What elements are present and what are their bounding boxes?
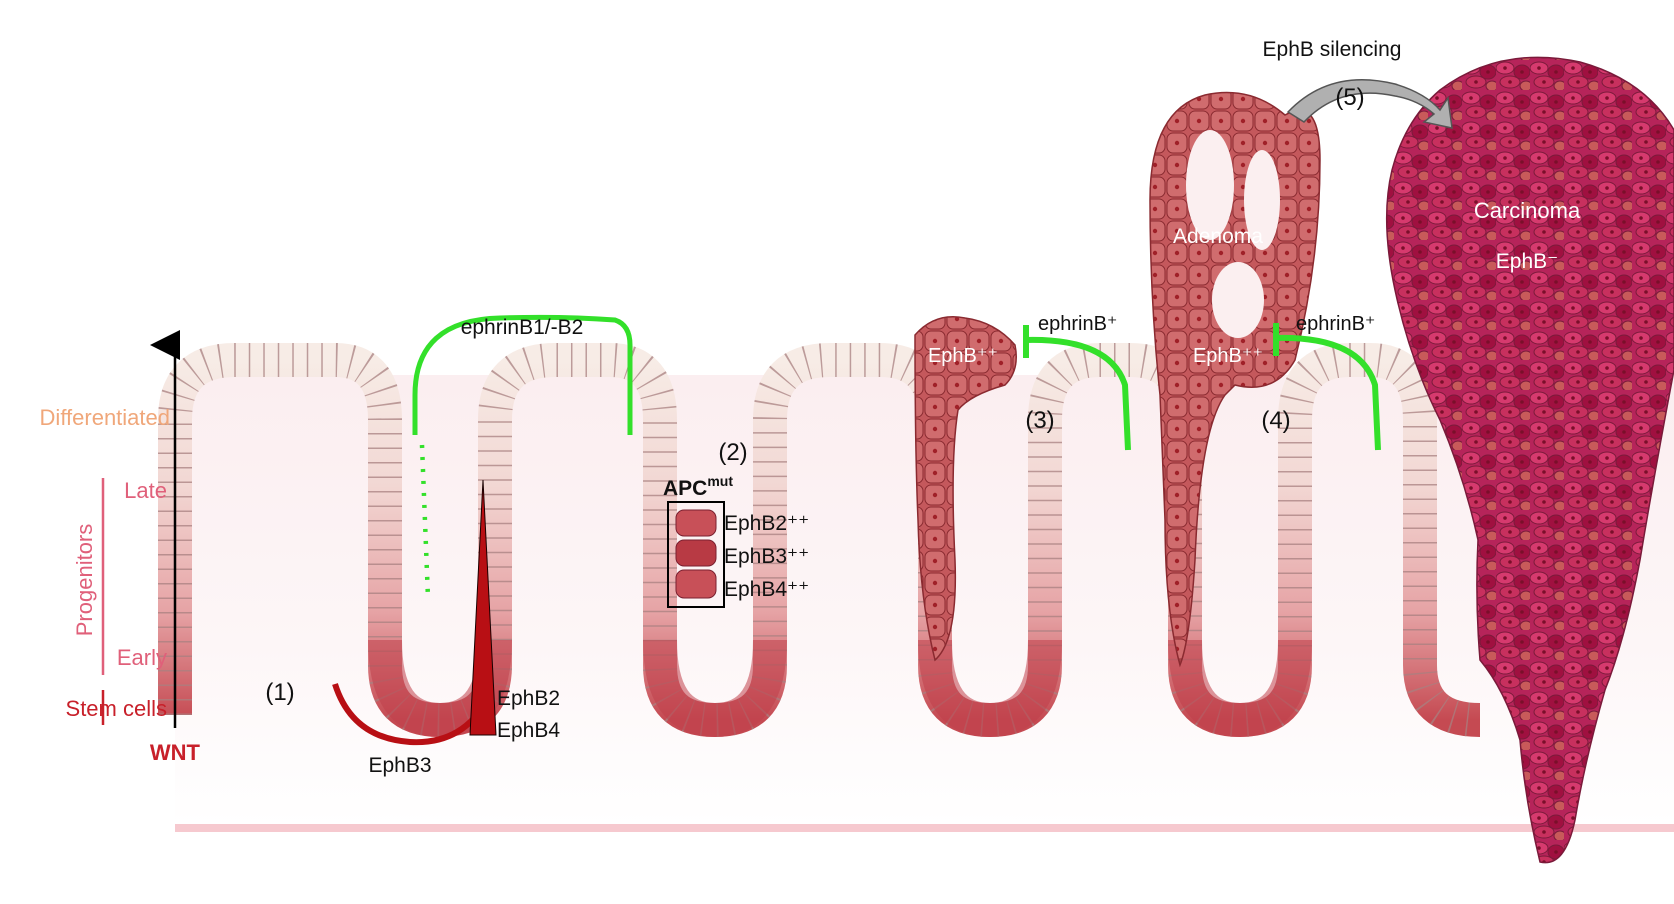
stage-5-number: (5) — [1335, 84, 1364, 111]
stage-4-number: (4) — [1261, 407, 1290, 434]
label-wnt: WNT — [150, 740, 201, 765]
apc-cell-1 — [675, 509, 717, 537]
label-carcinoma: Carcinoma — [1474, 198, 1581, 223]
label-apc-ephb3: EphB3⁺⁺ — [724, 545, 809, 568]
ephrin-green-dotted — [419, 444, 431, 599]
adenoma-lumen-1 — [1186, 130, 1234, 240]
ephrin-green-arc — [412, 314, 633, 435]
silencing-arrow — [1286, 79, 1453, 129]
label-apc-mut: APCmut — [663, 473, 733, 500]
stage-1-number: (1) — [265, 679, 294, 706]
stage3-ephrin-arc — [1025, 336, 1131, 451]
label-late: Late — [124, 478, 167, 503]
label-adenoma: Adenoma — [1173, 225, 1263, 248]
crypt-bottom-dark — [368, 639, 1312, 738]
label-ephb-silencing: EphB silencing — [1263, 38, 1402, 61]
label-early: Early — [117, 645, 167, 670]
label-stem-cells: Stem cells — [66, 696, 167, 721]
apc-cell-2 — [675, 539, 717, 567]
apc-cell-3 — [675, 569, 717, 599]
label-ephb2: EphB2 — [497, 687, 560, 710]
label-progenitors: Progenitors — [72, 524, 97, 637]
label-ephb3: EphB3 — [368, 754, 431, 777]
adenoma-mass — [1149, 91, 1321, 668]
label-apc-ephb4: EphB4⁺⁺ — [724, 578, 809, 601]
carcinoma-mass — [1385, 56, 1674, 864]
label-stage3-ephb: EphB⁺⁺ — [928, 345, 998, 367]
label-apc-ephb2: EphB2⁺⁺ — [724, 512, 809, 535]
ephb3-red-arc — [332, 683, 490, 746]
ephb2-ephb4-gradient-wedge — [469, 479, 497, 736]
label-stage4-ephrin: ephrinB⁺ — [1296, 313, 1376, 335]
stage-3-number: (3) — [1025, 407, 1054, 434]
label-stage3-ephrin: ephrinB⁺ — [1038, 313, 1118, 335]
adenoma-lumen-2 — [1244, 150, 1280, 250]
label-ephrinb1-b2: ephrinB1/-B2 — [461, 316, 584, 339]
stage4-ephrin-arc — [1275, 334, 1381, 451]
label-stage4-ephb: EphB⁺⁺ — [1193, 345, 1263, 367]
label-ephb4: EphB4 — [497, 719, 560, 742]
label-ephb-negative: EphB⁻ — [1496, 250, 1558, 273]
stage3-lesion — [914, 316, 1017, 662]
apc-box — [667, 501, 725, 608]
label-differentiated: Differentiated — [40, 405, 170, 430]
adenoma-lumen-3 — [1212, 262, 1264, 338]
stage-2-number: (2) — [718, 439, 747, 466]
